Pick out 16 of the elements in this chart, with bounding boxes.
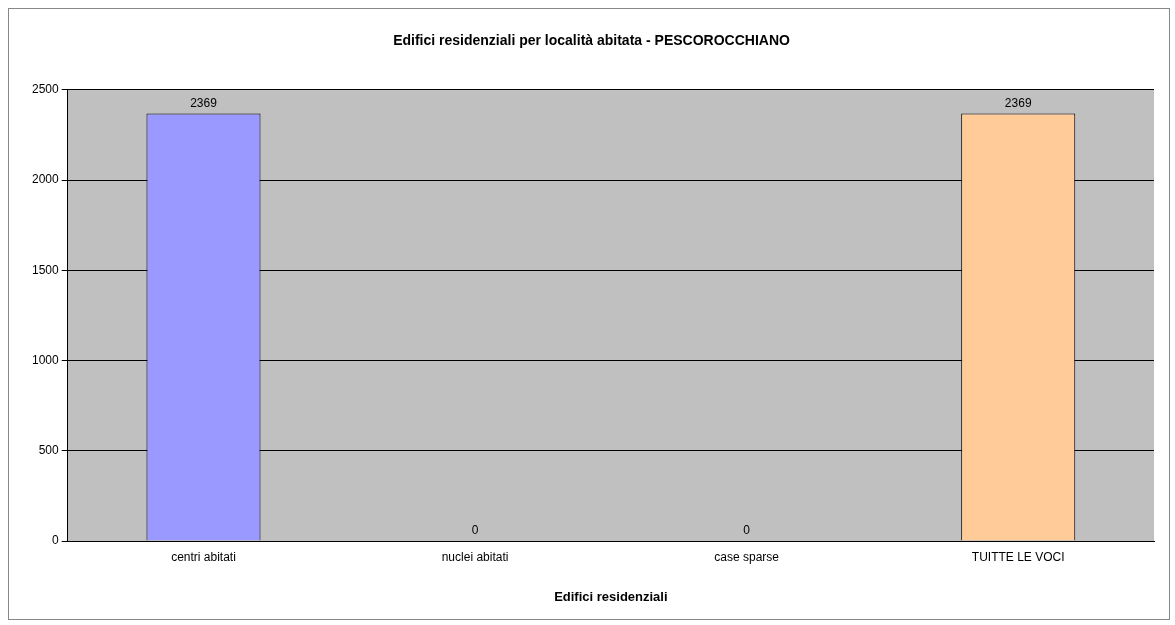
x-tick-label: centri abitati [171, 549, 236, 564]
data-label: 2369 [190, 95, 218, 110]
chart-title: Edifici residenziali per località abitata - PESCOROCCHIANO [393, 32, 790, 49]
x-axis-title: Edifici residenziali [554, 588, 668, 604]
y-tick-label: 0 [52, 533, 60, 548]
data-label: 0 [471, 523, 479, 538]
data-label: 0 [743, 523, 751, 538]
data-label: 2369 [1004, 95, 1032, 110]
y-tick-label: 500 [38, 443, 60, 458]
y-tick-label: 1000 [31, 352, 60, 367]
y-tick-label: 2000 [31, 172, 60, 187]
y-tick-label: 1500 [31, 262, 60, 277]
y-tick-label: 2500 [31, 82, 60, 97]
x-tick-label: nuclei abitati [441, 549, 509, 564]
x-tick-label: case sparse [714, 549, 780, 564]
x-tick-label: TUITTE LE VOCI [971, 549, 1065, 564]
